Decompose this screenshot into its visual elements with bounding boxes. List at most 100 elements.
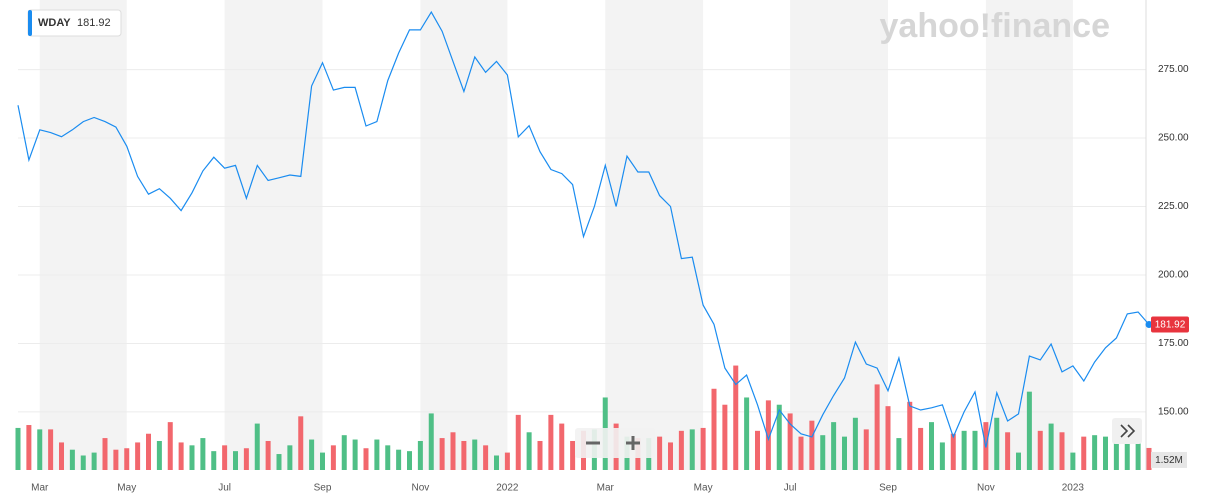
volume-bar [972,430,978,470]
volume-bar [907,401,913,470]
scroll-button[interactable] [1112,418,1142,444]
month-band [39,0,127,470]
volume-bar [428,413,434,470]
volume-tag-label: 1.52M [1155,455,1183,466]
volume-bar [885,406,891,470]
volume-bar [874,384,880,470]
volume-bar [994,417,1000,470]
volume-bar [37,429,43,470]
volume-bar [961,430,967,470]
volume-bar [722,404,728,470]
volume-bar [1146,447,1152,470]
x-tick-label: Nov [411,483,429,494]
volume-bar [113,449,119,470]
y-tick-label: 150.00 [1158,407,1189,418]
volume-bar [417,440,423,470]
volume-bar [852,417,858,470]
x-tick-label: Mar [31,483,49,494]
x-tick-label: 2022 [496,483,519,494]
volume-bar [341,435,347,470]
volume-bar [102,438,108,470]
volume-bar [700,427,706,470]
volume-bar [711,388,717,470]
last-point [1145,321,1153,329]
volume-bar [200,438,206,470]
volume-bar [483,445,489,470]
volume-bar [135,442,141,470]
volume-bar [896,438,902,470]
volume-bar [407,451,412,470]
volume-bar [254,423,260,470]
volume-bar [26,425,32,470]
x-tick-label: Jul [218,483,231,494]
volume-bar [320,452,325,470]
month-band [790,0,888,470]
legend-name: WDAY [38,17,71,29]
y-tick-label: 275.00 [1158,64,1189,75]
volume-bar [918,427,924,470]
volume-bar [439,438,445,470]
volume-bar [494,455,499,470]
zoom-control[interactable] [575,428,655,458]
volume-bar [733,365,739,470]
volume-bar [537,440,543,470]
volume-bar [265,440,271,470]
volume-bar [668,442,673,470]
volume-bar [863,429,869,470]
x-tick-label: Sep [314,483,332,494]
volume-bar [461,440,467,470]
x-tick-label: Nov [977,483,995,494]
volume-bar [91,452,97,470]
volume-bar [1059,432,1065,470]
volume-bar [831,422,837,470]
volume-bar [178,442,184,470]
volume-bar [276,454,282,470]
volume-bar [385,445,391,470]
volume-bar [950,433,956,470]
volume-bar [1135,436,1141,470]
volume-bar [1026,391,1032,470]
volume-bar [189,445,195,470]
month-band [605,0,704,470]
volume-bar [1124,432,1130,470]
volume-bar [744,397,750,470]
volume-bar [1037,430,1043,470]
volume-bar [559,423,565,470]
x-tick-label: May [117,483,136,494]
price-tag-box [1151,316,1189,333]
y-tick-label: 250.00 [1158,133,1189,144]
month-band [224,0,323,470]
y-tick-label: 225.00 [1158,201,1189,212]
volume-bar [689,429,695,470]
volume-bar [243,448,249,470]
volume-bar [287,445,293,470]
volume-bar [1048,423,1054,470]
volume-bar [657,436,663,470]
volume-bar [1016,452,1021,470]
volume-bar [233,451,238,470]
volume-bar [48,429,54,470]
volume-bar [1103,436,1108,470]
volume-bar [363,448,369,470]
x-tick-label: 2023 [1062,483,1085,494]
volume-bar [798,436,804,470]
legend-value: 181.92 [77,17,111,29]
legend-swatch [28,10,32,36]
volume-bar [1070,452,1076,470]
volume-bar [842,436,847,470]
x-tick-label: Sep [879,483,897,494]
volume-tag-box [1151,451,1187,468]
volume-bar [330,445,336,470]
volume-bar [515,414,521,470]
volume-bar [167,422,173,470]
volume-bar [80,455,86,470]
volume-bar [820,435,826,470]
volume-bar [146,433,151,470]
volume-bar [298,416,304,470]
volume-bar [1092,435,1098,470]
volume-bar [15,427,21,470]
volume-bar [787,413,793,470]
price-tag-label: 181.92 [1155,320,1186,331]
